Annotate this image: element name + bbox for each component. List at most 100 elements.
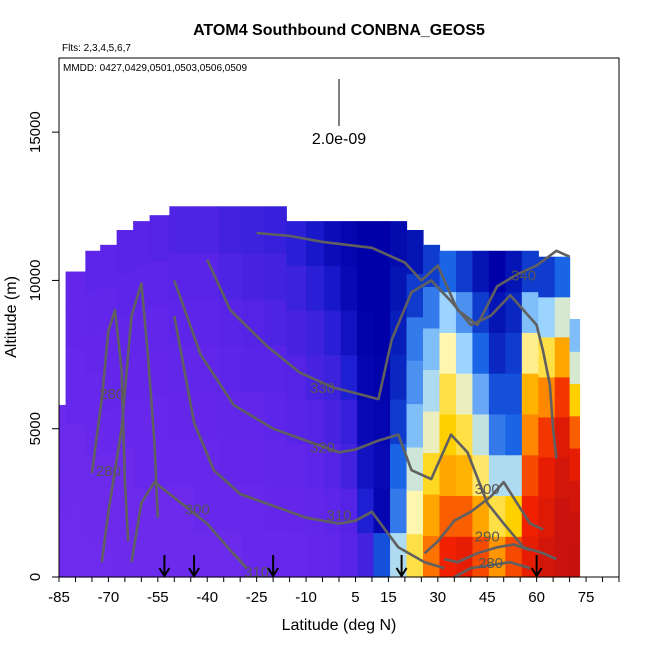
data-cell [65, 462, 75, 502]
y-tick-label: 0 [27, 573, 44, 581]
data-cell [423, 452, 441, 495]
contour-line [444, 543, 531, 564]
data-cell [59, 426, 67, 449]
data-cell [357, 532, 375, 578]
data-cell [241, 484, 266, 532]
data-cell [65, 309, 75, 349]
data-cell [218, 391, 243, 439]
data-cell [133, 354, 151, 400]
data-cell [439, 454, 457, 497]
x-tick-label: -85 [48, 589, 70, 606]
data-cell [286, 532, 307, 578]
flight-marker-arrow [158, 567, 171, 578]
data-cell [73, 347, 86, 387]
data-cell [286, 488, 307, 534]
data-cell [521, 454, 539, 497]
x-tick-label: -70 [98, 589, 120, 606]
x-tick-label: -25 [246, 589, 268, 606]
data-cell [306, 399, 325, 445]
data-cell [423, 286, 441, 329]
data-cell [505, 332, 523, 374]
contour-label: 280 [99, 386, 124, 403]
data-cell [65, 538, 75, 578]
data-cell [286, 221, 307, 267]
y-tick-label: 10000 [27, 260, 44, 302]
data-cell [538, 536, 556, 578]
data-cell [241, 252, 266, 300]
data-cell [472, 332, 490, 374]
data-cell [218, 206, 243, 254]
data-cell [65, 347, 75, 387]
data-cell [357, 399, 375, 445]
data-cell [73, 271, 86, 311]
data-cell [306, 354, 325, 400]
data-cell [340, 443, 358, 489]
data-cell [390, 354, 408, 400]
data-cell [324, 265, 342, 311]
y-axis: 0 5000 10000 15000 [27, 111, 59, 581]
data-cell [472, 250, 490, 293]
x-tick-label: -55 [147, 589, 169, 606]
flights-note: Flts: 2,3,4,5,6,7 [62, 43, 131, 54]
data-cell [423, 369, 441, 412]
data-cell [423, 327, 441, 370]
data-cell [306, 488, 325, 534]
data-cell [340, 354, 358, 400]
data-cell [306, 443, 325, 489]
data-cell [218, 345, 243, 393]
data-cell [505, 250, 523, 293]
y-axis-label: Altitude (m) [3, 276, 20, 358]
contour-line [453, 560, 531, 579]
data-cell [455, 373, 474, 415]
data-cell [569, 383, 581, 417]
data-cell [439, 495, 457, 537]
data-cell [264, 206, 287, 254]
data-cell [472, 291, 490, 333]
data-cell [85, 250, 101, 293]
data-cell [373, 265, 391, 311]
data-cell [286, 265, 307, 311]
data-cell [194, 298, 220, 346]
data-cell [65, 386, 75, 425]
data-cell [406, 490, 424, 535]
data-cell [100, 286, 118, 329]
data-cell [406, 273, 424, 318]
data-cell [194, 437, 220, 485]
data-cell [505, 291, 523, 333]
data-cell [286, 354, 307, 400]
data-cell [149, 350, 170, 397]
data-cell [488, 291, 506, 333]
contour-lines [90, 231, 571, 579]
data-cell [149, 215, 170, 262]
data-cell [116, 230, 134, 274]
flight-marker-arrow [267, 567, 279, 578]
data-cell [100, 410, 118, 454]
data-cell [390, 399, 408, 445]
data-cell [521, 332, 539, 374]
data-cell [373, 443, 391, 489]
data-cell [569, 351, 581, 385]
data-cell [133, 443, 151, 489]
data-cell [554, 256, 571, 298]
data-cell [357, 354, 375, 400]
data-cell [455, 250, 474, 293]
data-cell [116, 490, 134, 535]
contour-line [173, 279, 557, 561]
data-cell [73, 309, 86, 349]
data-cell [439, 332, 457, 374]
data-cell [505, 373, 523, 415]
data-cell [554, 296, 571, 338]
x-axis: -85 -70 -55 -40 -25 -10 5 15 30 45 60 75 [48, 577, 620, 606]
data-cell [340, 221, 358, 267]
data-cell [357, 221, 375, 267]
contour-label: 330 [310, 380, 335, 397]
data-cell [521, 413, 539, 456]
data-cell [340, 399, 358, 445]
data-cell [264, 298, 287, 346]
data-cell [73, 500, 86, 540]
contour-line [90, 308, 130, 542]
data-cell [264, 437, 287, 485]
x-tick-label: 15 [380, 589, 397, 606]
data-cell [59, 404, 67, 428]
